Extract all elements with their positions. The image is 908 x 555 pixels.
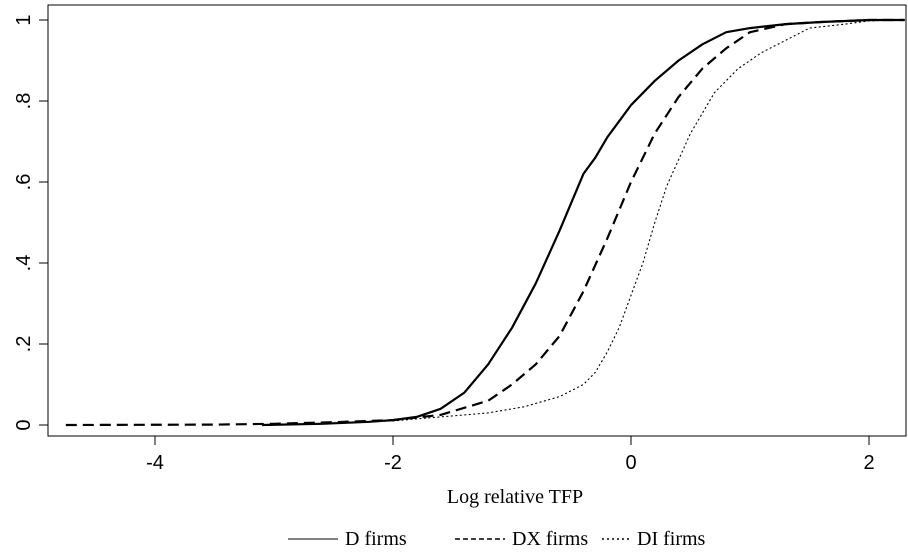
plot-frame — [47, 4, 907, 437]
y-tick-label: .4 — [13, 255, 35, 272]
series-line-d-firms — [262, 18, 905, 427]
y-tick-label: 1 — [13, 14, 35, 25]
legend-label: DX firms — [512, 528, 588, 550]
x-axis-title: Log relative TFP — [447, 486, 583, 508]
x-tick-label: 0 — [625, 452, 636, 474]
x-tick-label: -4 — [146, 452, 164, 474]
series-layer — [65, 18, 905, 427]
x-tick-label: -2 — [384, 452, 402, 474]
y-tick-label: .2 — [13, 336, 35, 353]
series-line-dx-firms — [65, 18, 905, 427]
y-axis: 0 .2 .4 .6 .8 1 — [13, 14, 48, 431]
legend-label: D firms — [345, 528, 407, 550]
x-tick-label: 2 — [863, 452, 874, 474]
y-tick-label: 0 — [13, 419, 35, 430]
legend: D firms DX firms DI firms — [288, 528, 706, 550]
legend-label: DI firms — [637, 528, 706, 550]
series-line-di-firms — [262, 19, 905, 426]
x-axis: -4 -2 0 2 — [146, 436, 875, 474]
y-tick-label: .6 — [13, 174, 35, 191]
y-tick-label: .8 — [13, 93, 35, 110]
